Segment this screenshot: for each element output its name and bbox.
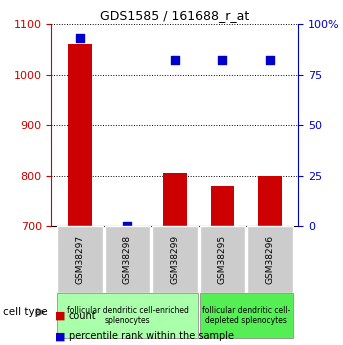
- FancyBboxPatch shape: [152, 226, 198, 293]
- Text: GSM38298: GSM38298: [123, 235, 132, 284]
- Point: [77, 36, 83, 41]
- Point: [125, 223, 130, 229]
- Text: GSM38296: GSM38296: [265, 235, 274, 284]
- Bar: [163, 173, 187, 226]
- Text: GSM38295: GSM38295: [218, 235, 227, 284]
- Point: [267, 58, 273, 63]
- FancyBboxPatch shape: [200, 226, 245, 293]
- Text: percentile rank within the sample: percentile rank within the sample: [69, 332, 234, 341]
- Point: [172, 58, 178, 63]
- FancyBboxPatch shape: [200, 293, 293, 338]
- FancyBboxPatch shape: [57, 293, 198, 338]
- Text: follicular dendritic cell-
depleted splenocytes: follicular dendritic cell- depleted sple…: [202, 306, 291, 325]
- Bar: [211, 186, 234, 226]
- FancyBboxPatch shape: [57, 226, 103, 293]
- FancyBboxPatch shape: [105, 226, 150, 293]
- Text: GSM38299: GSM38299: [170, 235, 179, 284]
- Text: GSM38297: GSM38297: [75, 235, 84, 284]
- FancyBboxPatch shape: [247, 226, 293, 293]
- Text: cell type: cell type: [3, 307, 48, 317]
- Point: [220, 58, 225, 63]
- Bar: [68, 44, 92, 226]
- Text: count: count: [69, 311, 96, 321]
- Text: ■: ■: [55, 332, 66, 341]
- Text: ■: ■: [55, 311, 66, 321]
- Title: GDS1585 / 161688_r_at: GDS1585 / 161688_r_at: [100, 9, 250, 22]
- Bar: [258, 176, 282, 226]
- Text: follicular dendritic cell-enriched
splenocytes: follicular dendritic cell-enriched splen…: [67, 306, 188, 325]
